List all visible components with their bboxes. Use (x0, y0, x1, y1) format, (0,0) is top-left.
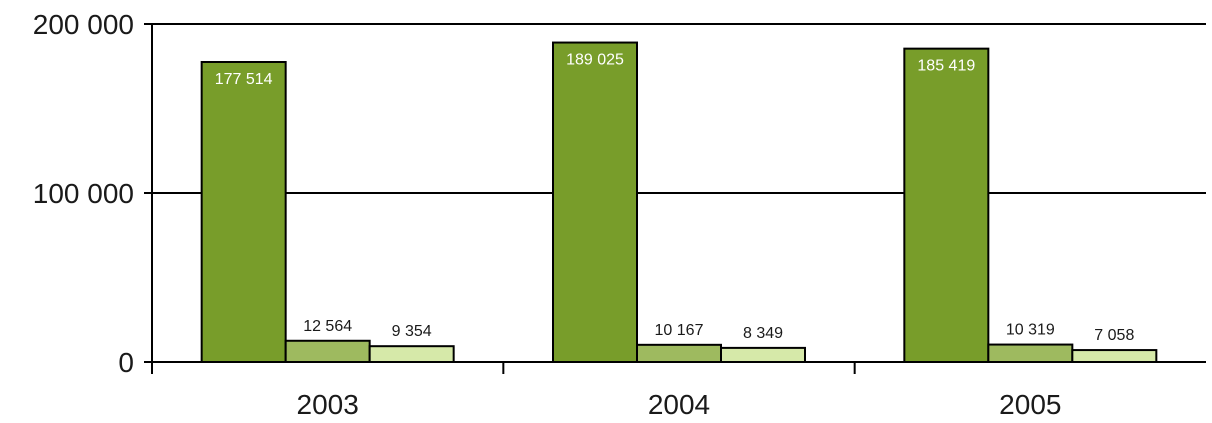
data-label: 7 058 (1094, 327, 1134, 344)
data-label: 10 319 (1006, 322, 1055, 339)
data-label: 10 167 (655, 322, 704, 339)
x-tick-label: 2004 (648, 389, 710, 420)
y-tick-label: 200 000 (33, 9, 134, 40)
grid-lines (152, 23, 1206, 194)
y-tick-label: 100 000 (33, 178, 134, 209)
bar (636, 343, 722, 364)
data-label: 8 349 (743, 325, 783, 342)
bar (720, 346, 806, 364)
data-label: 12 564 (303, 318, 352, 335)
x-tick-label: 2003 (297, 389, 359, 420)
data-label: 9 354 (392, 323, 432, 340)
x-tick-label: 2005 (999, 389, 1061, 420)
bar (552, 41, 638, 363)
bar (903, 47, 990, 364)
data-label: 189 025 (566, 52, 624, 69)
y-tick-label: 0 (118, 347, 134, 378)
data-label: 177 514 (215, 71, 273, 88)
bar (200, 61, 287, 363)
data-label: 185 419 (917, 58, 975, 75)
axes-group: 0 100 000 200 000 2003 2004 2005 (33, 9, 1206, 420)
bars-group (200, 41, 1158, 364)
bar (368, 345, 455, 364)
bar (284, 339, 371, 364)
bar (1071, 349, 1158, 364)
bar (987, 343, 1074, 363)
data-labels-group: 177 514 12 564 9 354 189 025 10 167 8 349 185 … (215, 52, 1135, 345)
